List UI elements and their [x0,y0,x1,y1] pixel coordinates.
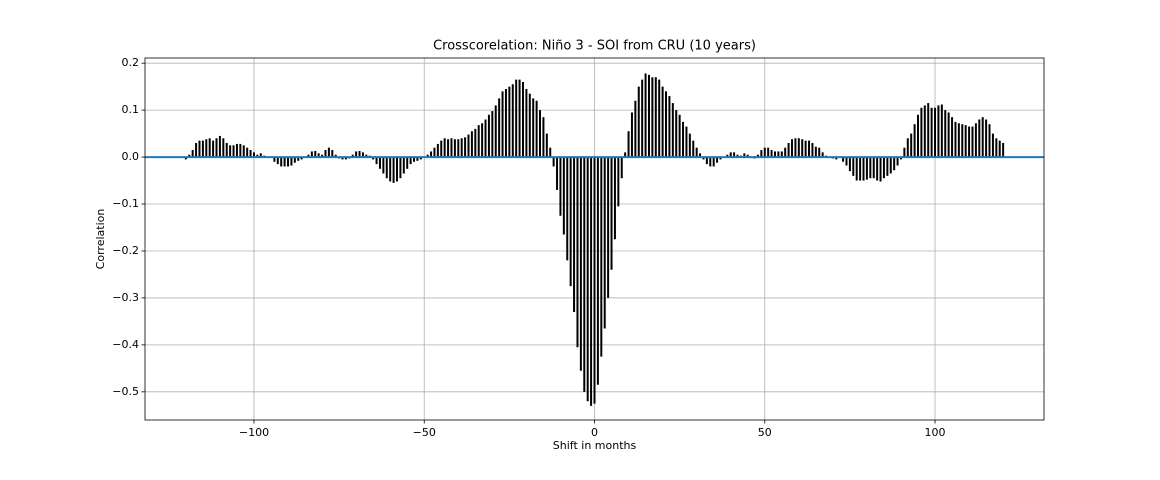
y-tick-label: −0.4 [112,338,139,351]
x-tick-label: 50 [758,426,772,439]
x-tick-label: 0 [591,426,598,439]
y-axis-label: Correlation [94,209,107,270]
y-tick-label: −0.1 [112,197,139,210]
y-tick-label: 0.2 [122,56,140,69]
y-tick-label: −0.2 [112,244,139,257]
y-tick-label: 0.1 [122,103,140,116]
chart-title: Crosscorelation: Niño 3 - SOI from CRU (… [433,39,756,54]
marks [145,73,1044,406]
x-tick-label: −100 [239,426,269,439]
x-tick-label: 100 [925,426,946,439]
x-tick-label: −50 [413,426,436,439]
y-tick-label: −0.3 [112,291,139,304]
x-axis-label: Shift in months [553,439,637,452]
y-tick-label: −0.5 [112,385,139,398]
y-tick-label: 0.0 [122,150,140,163]
